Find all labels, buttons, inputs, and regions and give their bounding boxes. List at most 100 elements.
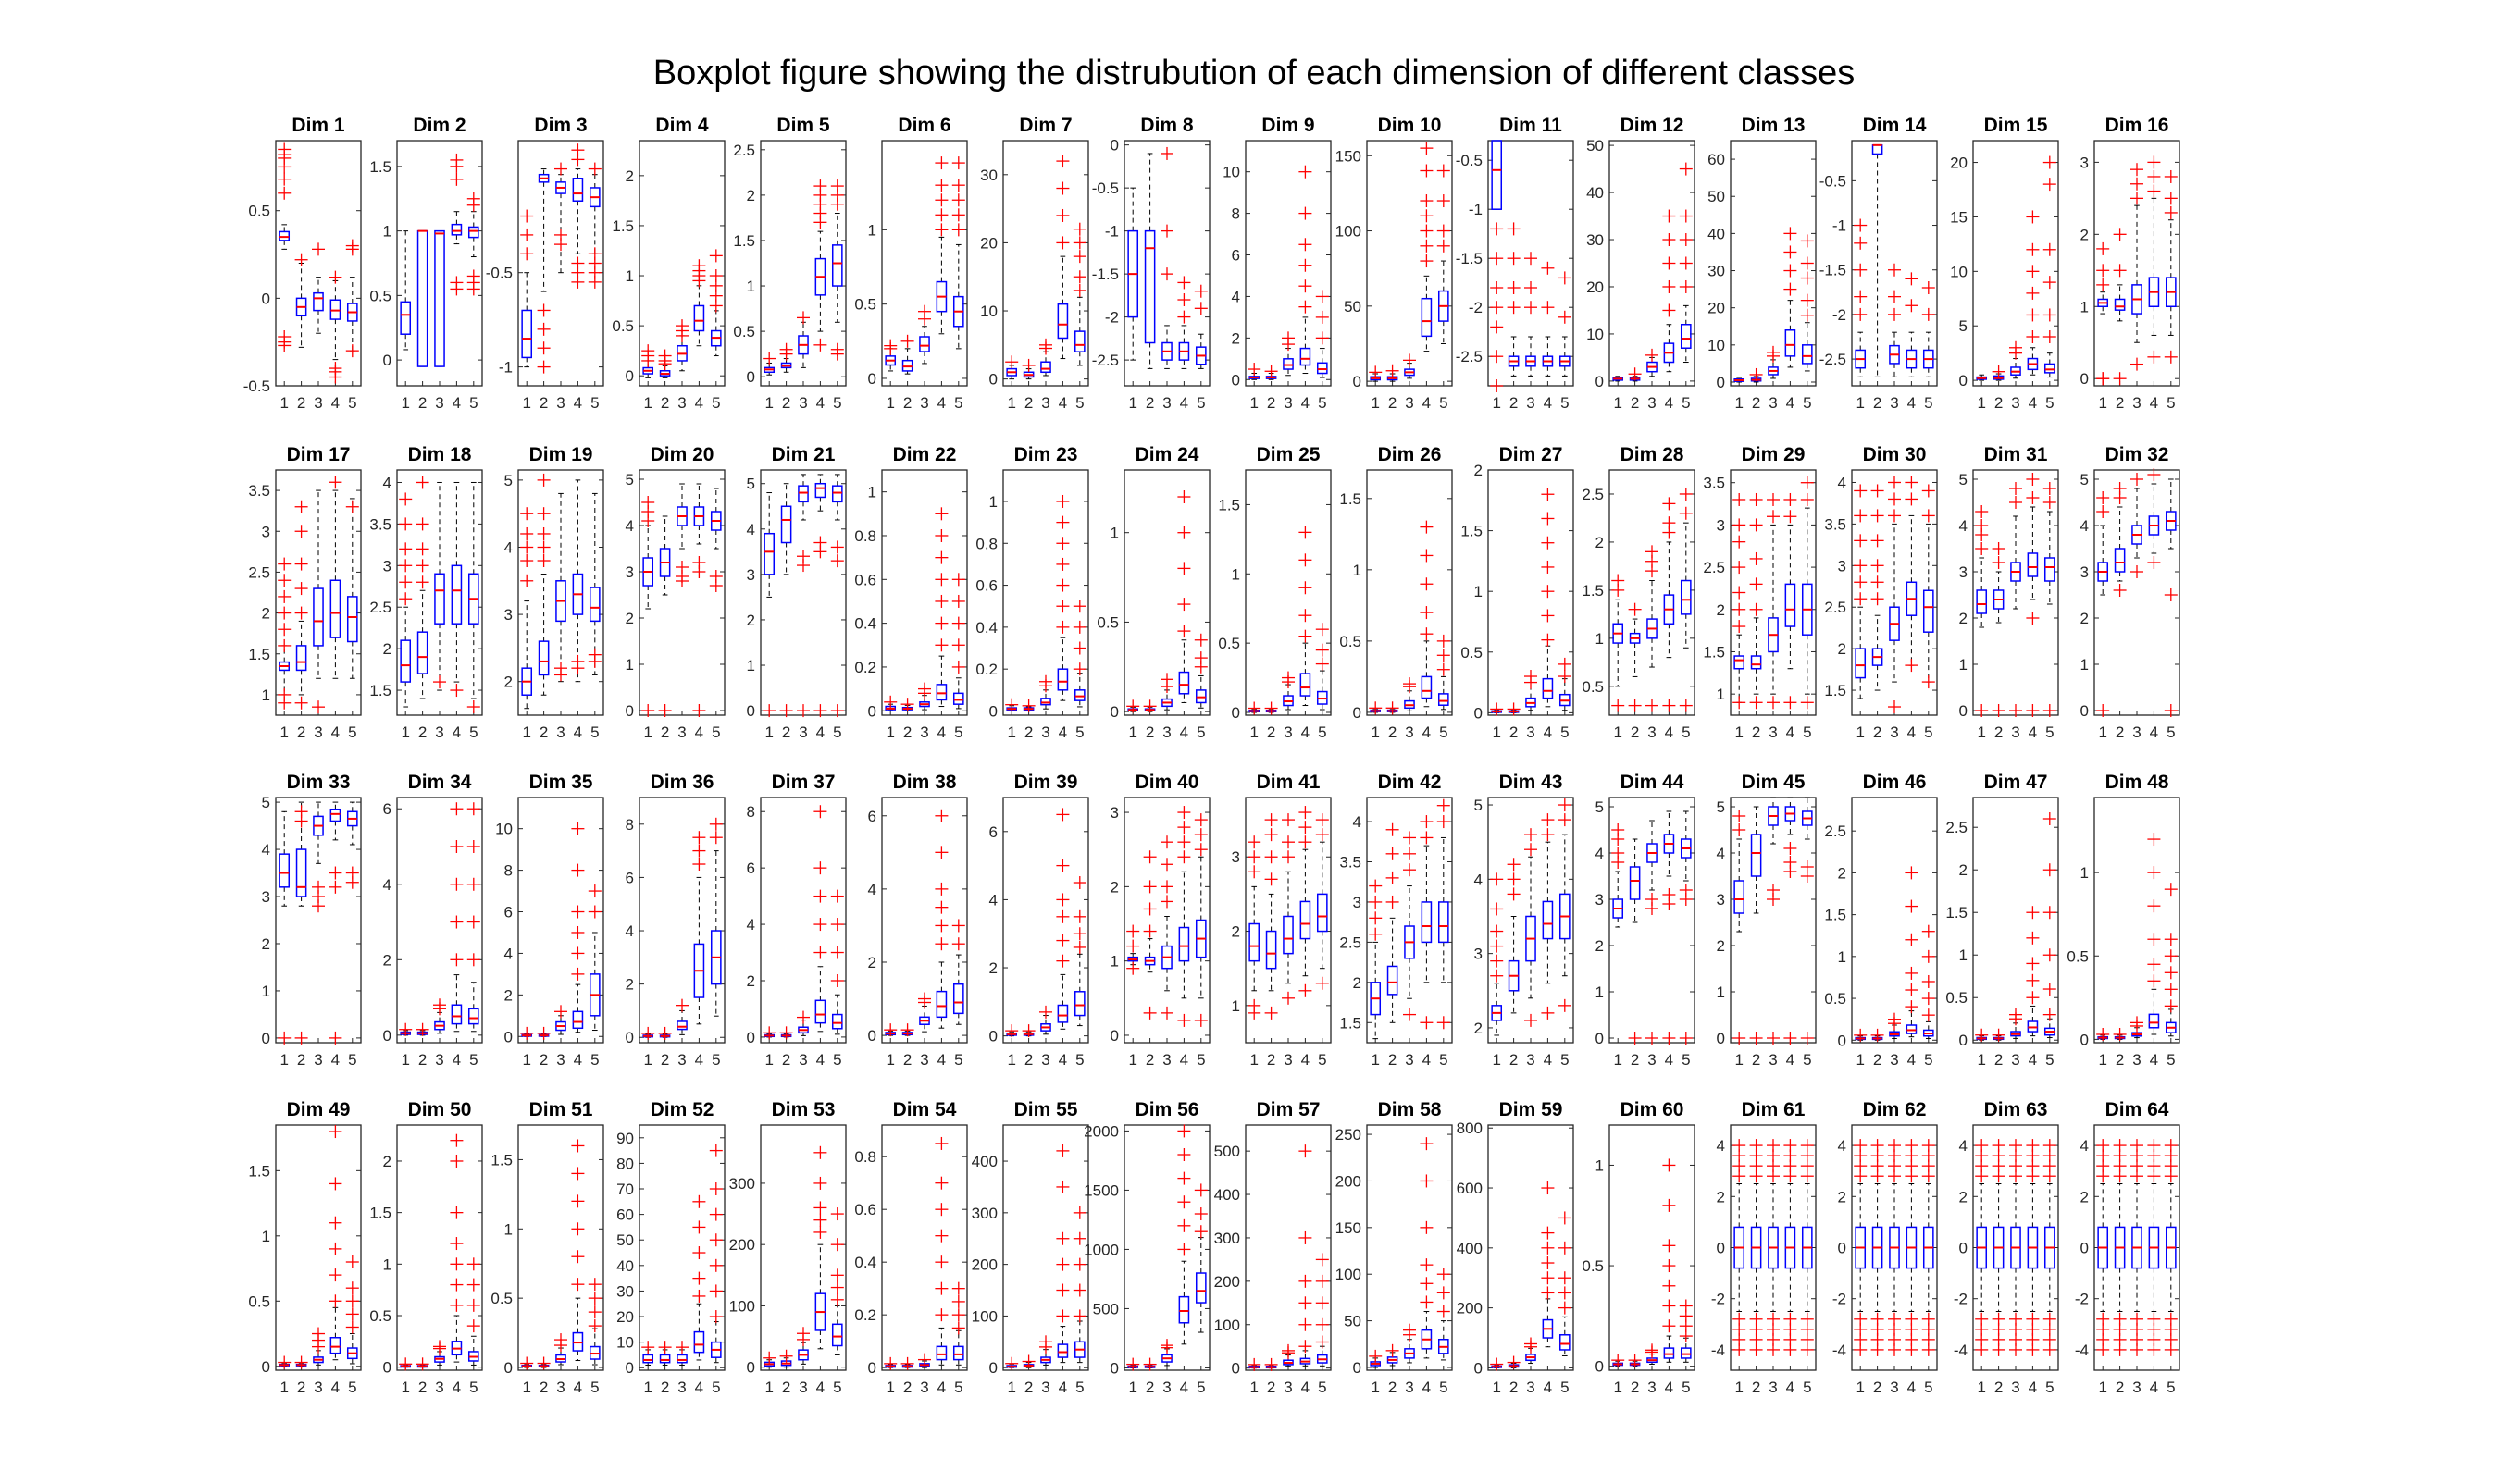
outlier-point (1282, 671, 1295, 685)
y-tick-label: 3 (2080, 154, 2089, 171)
outlier-point (1732, 518, 1746, 532)
outlier-point (900, 1023, 914, 1037)
box-5 (2164, 169, 2178, 364)
x-tick-label: 4 (1059, 1051, 1067, 1069)
outlier-point (813, 889, 827, 903)
box-2 (1749, 806, 1763, 1045)
x-tick-label: 1 (2098, 394, 2106, 412)
y-tick-label: 1.5 (612, 217, 634, 235)
outlier-point (294, 582, 308, 596)
outlier-point (1541, 609, 1555, 623)
panel-title: Dim 8 (1140, 115, 1194, 136)
outlier-point (1282, 331, 1295, 345)
outlier-point (692, 844, 706, 858)
iqr-box (1057, 1004, 1069, 1023)
box-5 (2164, 478, 2178, 717)
x-tick-label: 1 (1007, 723, 1015, 741)
panel-title: Dim 10 (1378, 115, 1442, 136)
y-tick-label: 0 (868, 370, 876, 388)
iqr-box (1248, 922, 1260, 962)
outlier-point (1194, 633, 1208, 647)
outlier-point (1056, 236, 1070, 250)
outlier-point (1975, 505, 1989, 518)
outlier-point (1921, 949, 1935, 963)
outlier-point (1126, 961, 1140, 975)
outlier-point (278, 172, 292, 186)
outlier-point (294, 525, 308, 538)
outlier-point (1403, 863, 1416, 877)
outlier-point (1662, 256, 1676, 270)
y-tick-label: 3 (1353, 894, 1361, 911)
y-tick-label: 2 (1717, 937, 1725, 955)
x-tick-label: 5 (2045, 394, 2054, 412)
x-tick-label: 2 (540, 394, 548, 412)
y-tick-label: 5 (504, 472, 513, 489)
outlier-point (1905, 933, 1918, 946)
outlier-point (1905, 966, 1918, 980)
outlier-point (1073, 641, 1086, 655)
x-tick-label: 3 (1405, 394, 1413, 412)
outlier-point (1039, 1005, 1052, 1019)
y-tick-label: 2 (1959, 610, 1968, 627)
box-5 (1436, 798, 1450, 1030)
y-tick-label: 0 (747, 702, 755, 720)
box-5 (1679, 162, 1693, 364)
box-4 (2147, 155, 2161, 364)
box-1 (1005, 1024, 1019, 1038)
x-tick-label: 1 (1128, 1051, 1136, 1069)
outlier-point (1800, 492, 1814, 506)
box-4 (1177, 490, 1191, 703)
box-3 (1039, 338, 1052, 377)
x-tick-label: 5 (833, 394, 841, 412)
outlier-point (416, 542, 429, 556)
iqr-box (1057, 303, 1069, 340)
outlier-point (1870, 1028, 1884, 1042)
outlier-point (1056, 181, 1070, 195)
iqr-box (1680, 579, 1692, 615)
outlier-point (520, 247, 534, 261)
y-tick-label: 20 (1950, 155, 1968, 172)
y-tick-label: 10 (980, 303, 998, 320)
box-4 (1662, 497, 1676, 712)
box-2 (1022, 358, 1036, 380)
outlier-point (1161, 1006, 1173, 1020)
outlier-point (1194, 302, 1208, 315)
y-tick-label: 2 (1838, 864, 1846, 882)
x-tick-label: 3 (1284, 1051, 1292, 1069)
x-tick-label: 2 (1752, 1051, 1760, 1069)
box-2 (779, 483, 793, 718)
x-tick-label: 1 (401, 723, 409, 741)
y-tick-label: 1 (383, 223, 391, 241)
box-2 (1507, 702, 1521, 716)
iqr-box (1040, 361, 1051, 374)
x-tick-label: 5 (348, 723, 356, 741)
outlier-point (1558, 813, 1571, 827)
box-1 (278, 557, 292, 710)
outlier-point (779, 704, 793, 718)
outlier-point (830, 889, 844, 903)
outlier-point (1541, 813, 1555, 827)
box-4 (571, 479, 585, 683)
y-tick-label: 4 (868, 881, 876, 898)
outlier-point (554, 162, 567, 176)
outlier-point (2026, 242, 2040, 256)
outlier-point (1161, 858, 1173, 872)
box-3 (797, 311, 810, 368)
outlier-point (692, 556, 706, 569)
box-1 (1126, 924, 1140, 975)
y-tick-label: 1.5 (1339, 490, 1361, 508)
x-tick-label: 3 (2132, 723, 2141, 741)
outlier-point (951, 208, 965, 222)
box-3 (1645, 820, 1658, 1045)
outlier-point (884, 339, 898, 352)
outlier-point (2009, 496, 2022, 509)
outlier-point (1490, 702, 1504, 716)
outlier-point (466, 192, 480, 205)
